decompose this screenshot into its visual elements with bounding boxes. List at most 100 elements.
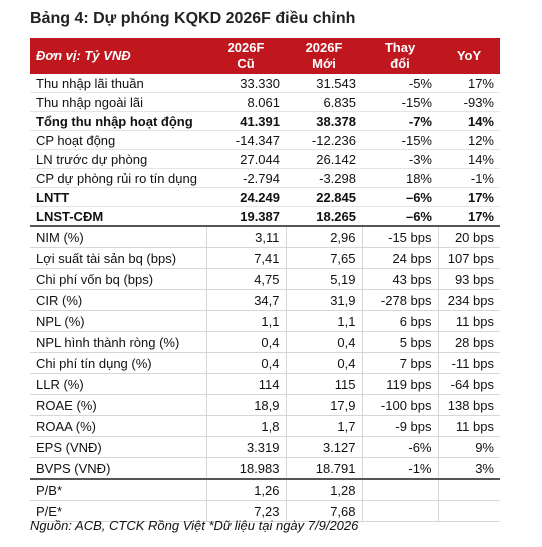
value-cell: -11 bps [437,352,500,374]
value-cell: 0,4 [285,352,362,374]
forecast-table: Đơn vị: Tỷ VNĐ 2026F Cũ 2026F Mới Thay đổi YoY … [30,38,500,522]
value-cell: -3% [362,149,438,169]
table-row: NPL hình thành ròng (%) 0,4 0,4 5 bps 28 bps [30,331,500,353]
table-row: LNTT 24.249 22.845 –6% 17% [30,187,500,207]
value-cell: 6 bps [361,310,438,332]
header-line: Cũ [237,56,255,71]
table-row: CP hoạt động -14.347 -12.236 -15% 12% [30,130,500,150]
header-line: YoY [456,48,482,63]
header-line: Đơn vị: Tỷ VNĐ [36,48,131,63]
value-cell: -6% [361,436,438,458]
header-cell: 2026F Cũ [206,38,286,74]
value-cell: 5 bps [361,331,438,353]
row-label: P/B* [30,478,206,501]
value-cell: 1,7 [285,415,362,437]
header-line: Thay [384,40,416,55]
value-cell: -14.347 [206,130,286,150]
value-cell: 114 [205,373,286,395]
value-cell: 31,9 [285,289,362,311]
value-cell: 17% [438,206,500,227]
value-cell: –6% [362,187,438,207]
value-cell: 19.387 [206,206,286,227]
header-cell: Đơn vị: Tỷ VNĐ [30,38,206,74]
value-cell: -100 bps [361,394,438,416]
value-cell: 2,96 [285,225,362,248]
value-cell: 1,1 [205,310,286,332]
value-cell: 28 bps [437,331,500,353]
value-cell: 18% [362,168,438,188]
row-label: BVPS (VNĐ) [30,457,206,480]
row-label: P/E* [30,500,206,522]
value-cell: 138 bps [437,394,500,416]
value-cell: 1,26 [205,478,286,501]
value-cell: 31.543 [286,74,362,93]
row-label: Thu nhập lãi thuần [30,74,206,93]
value-cell: 17% [438,187,500,207]
table-row: NPL (%) 1,1 1,1 6 bps 11 bps [30,310,500,332]
value-cell: 93 bps [437,268,500,290]
value-cell: 24 bps [361,247,438,269]
value-cell [437,500,500,522]
table-row: Thu nhập ngoài lãi 8.061 6.835 -15% -93% [30,92,500,112]
value-cell: 1,28 [285,478,362,501]
value-cell: 115 [285,373,362,395]
value-cell: 11 bps [437,310,500,332]
value-cell: 8.061 [206,92,286,112]
value-cell: -278 bps [361,289,438,311]
table-row: Chi phí tín dụng (%) 0,4 0,4 7 bps -11 bps [30,352,500,374]
table-row: NIM (%) 3,11 2,96 -15 bps 20 bps [30,225,500,248]
value-cell: 7 bps [361,352,438,374]
value-cell: –6% [362,206,438,227]
row-label: Chi phí vốn bq (bps) [30,268,206,290]
header-row: Đơn vị: Tỷ VNĐ 2026F Cũ 2026F Mới Thay đổi YoY [30,38,500,74]
value-cell: 18.791 [285,457,362,480]
value-cell: 7,41 [205,247,286,269]
value-cell: 24.249 [206,187,286,207]
table-row: BVPS (VNĐ) 18.983 18.791 -1% 3% [30,457,500,480]
value-cell: -15% [362,130,438,150]
value-cell: 3% [437,457,500,480]
value-cell: 18,9 [205,394,286,416]
row-label: NIM (%) [30,225,206,248]
value-cell: 26.142 [286,149,362,169]
row-label: Tổng thu nhập hoạt động [30,111,206,131]
value-cell: 9% [437,436,500,458]
value-cell: 18.983 [205,457,286,480]
value-cell: 107 bps [437,247,500,269]
table-row: Thu nhập lãi thuần 33.330 31.543 -5% 17% [30,74,500,93]
row-label: Thu nhập ngoài lãi [30,92,206,112]
value-cell [437,478,500,501]
value-cell: 43 bps [361,268,438,290]
row-label: CP hoạt động [30,130,206,150]
value-cell: -3.298 [286,168,362,188]
value-cell: -1% [438,168,500,188]
value-cell: 7,23 [205,500,286,522]
value-cell: 22.845 [286,187,362,207]
value-cell [361,500,438,522]
value-cell: 7,65 [285,247,362,269]
value-cell: 17% [438,74,500,93]
row-label: NPL hình thành ròng (%) [30,331,206,353]
value-cell: 14% [438,149,500,169]
header-line: Mới [312,56,336,71]
value-cell: 3.319 [205,436,286,458]
value-cell: 1,1 [285,310,362,332]
value-cell: 12% [438,130,500,150]
title: Bảng 4: Dự phóng KQKD 2026F điều chỉnh [30,10,356,27]
value-cell: 6.835 [286,92,362,112]
header-line: đổi [390,56,410,71]
value-cell: 3,11 [205,225,286,248]
value-cell: 27.044 [206,149,286,169]
value-cell: 234 bps [437,289,500,311]
table-row: LN trước dự phòng 27.044 26.142 -3% 14% [30,149,500,169]
table-row: CIR (%) 34,7 31,9 -278 bps 234 bps [30,289,500,311]
value-cell: 0,4 [205,352,286,374]
value-cell: 4,75 [205,268,286,290]
value-cell: 5,19 [285,268,362,290]
value-cell: -15 bps [361,225,438,248]
value-cell: -15% [362,92,438,112]
value-cell: -9 bps [361,415,438,437]
value-cell: 17,9 [285,394,362,416]
value-cell: 20 bps [437,225,500,248]
header-cell: 2026F Mới [286,38,362,74]
